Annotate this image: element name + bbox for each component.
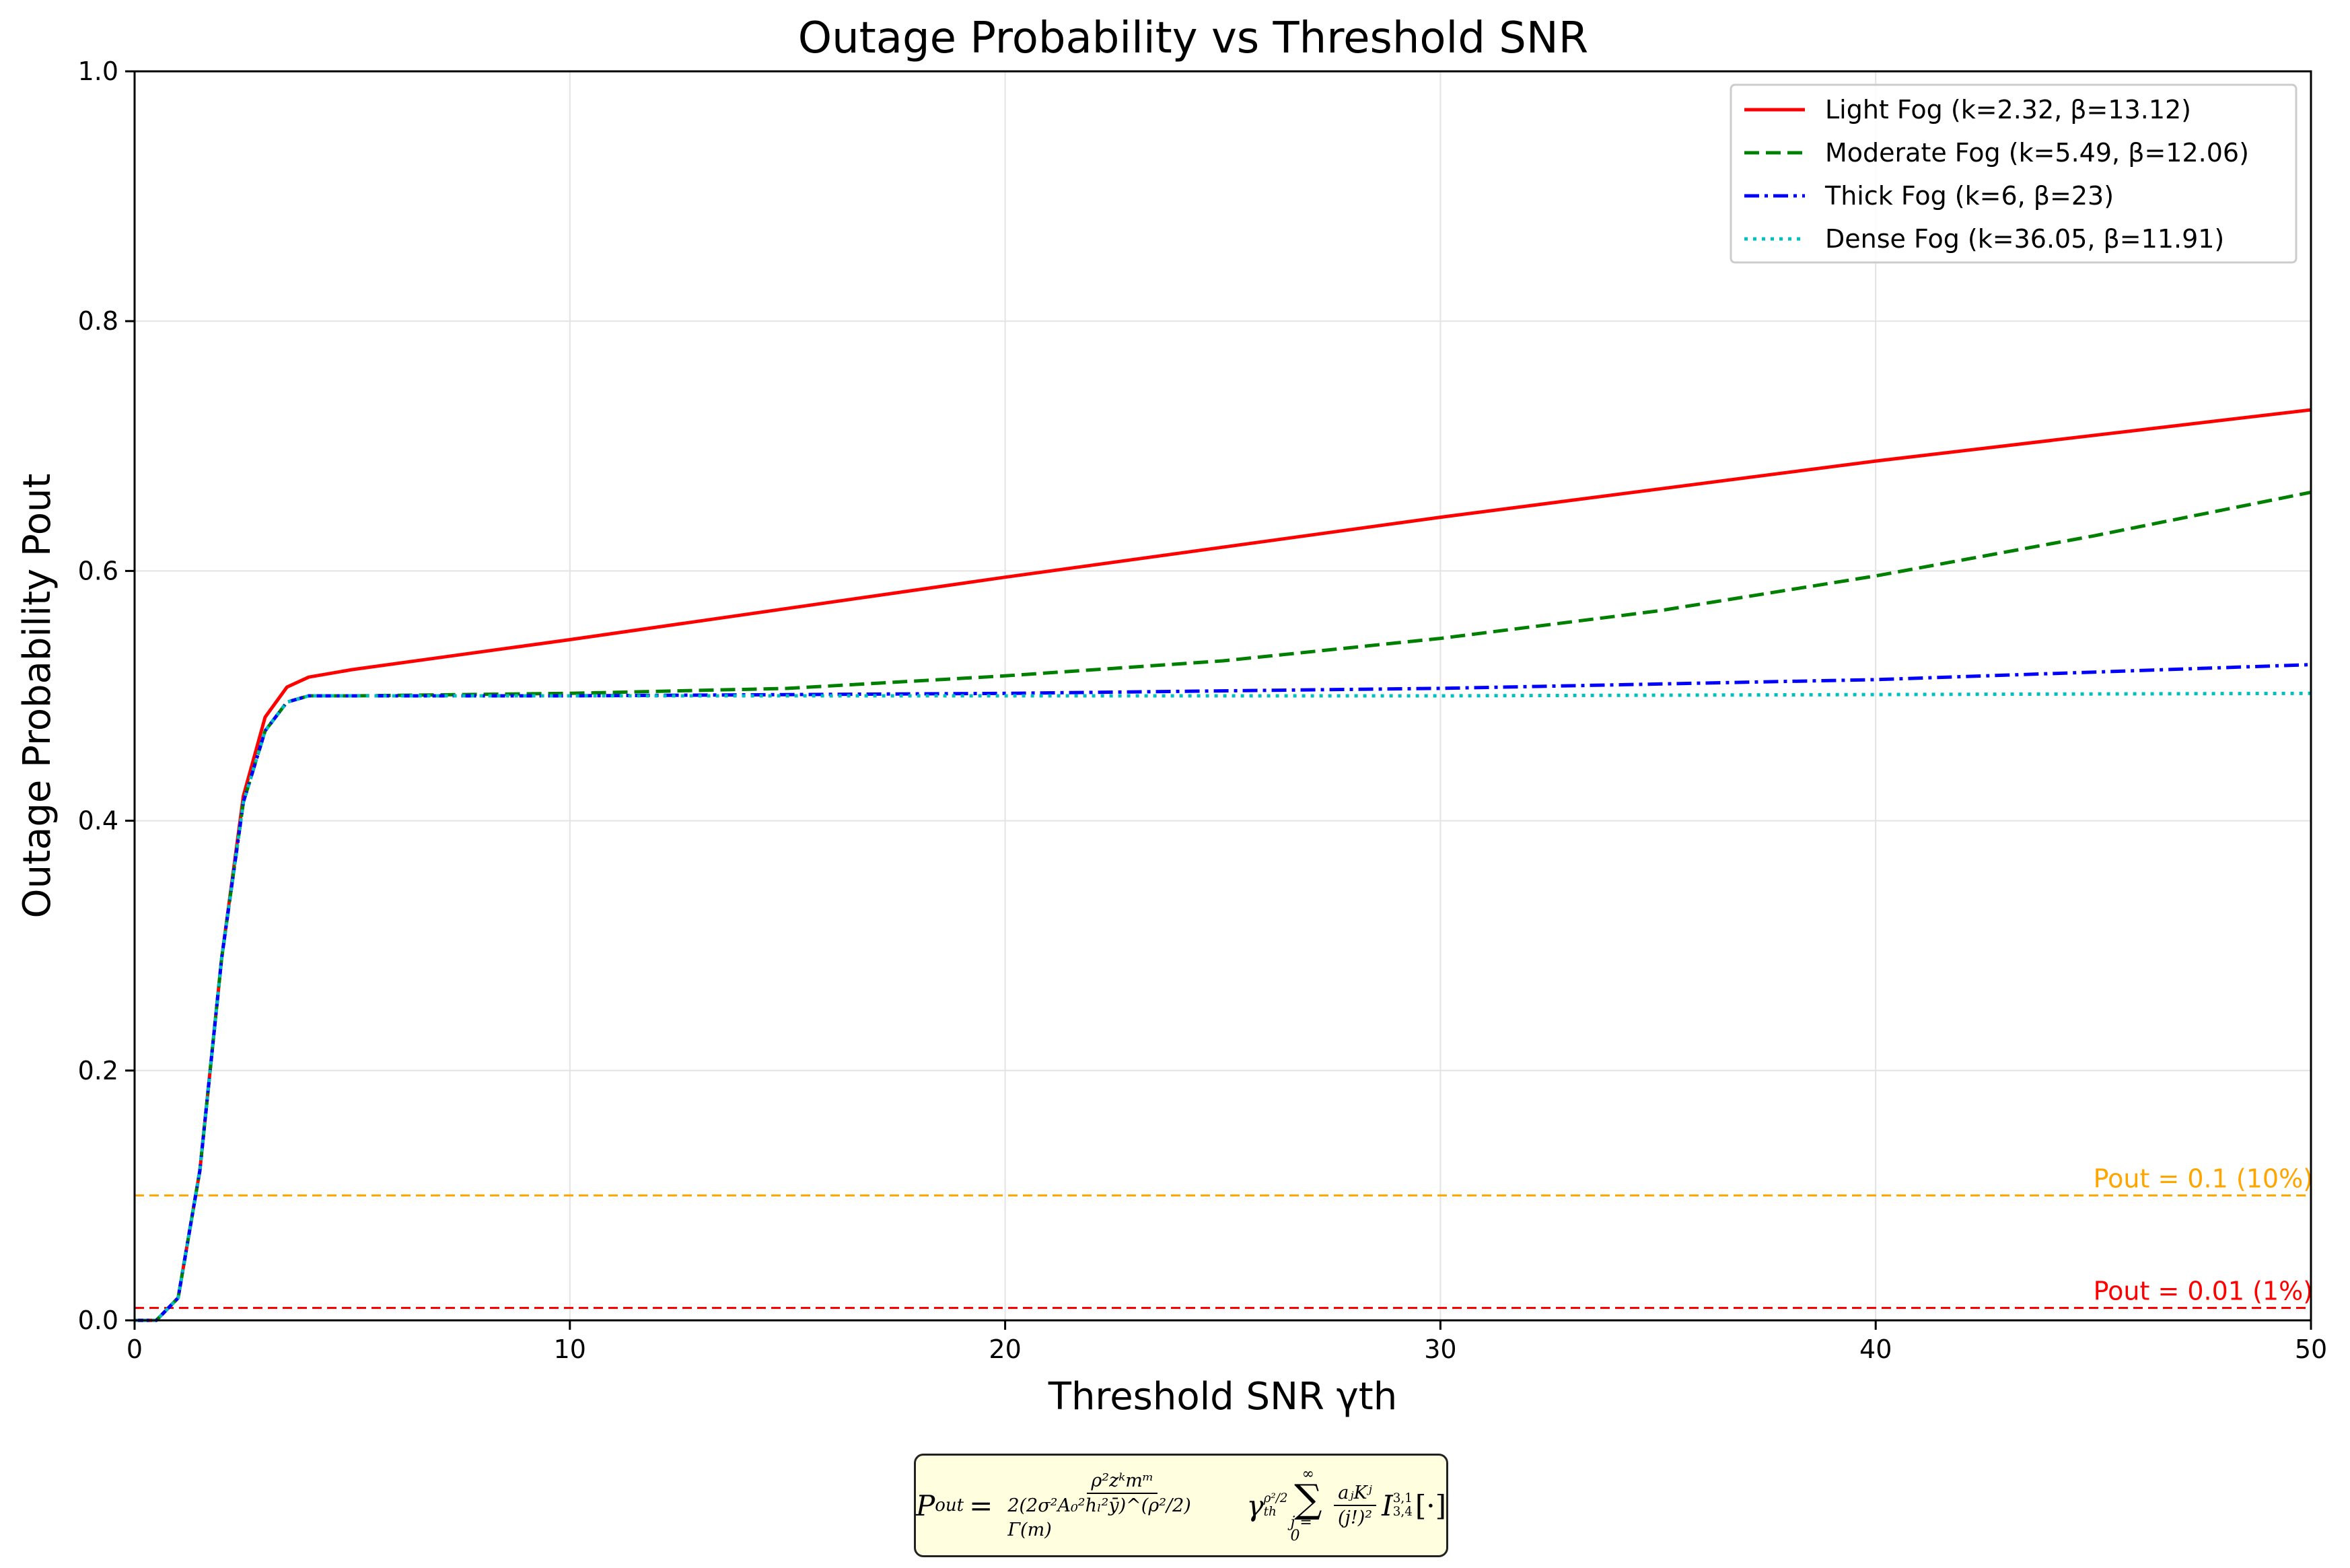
formula-sum: ∞ ∑ j = 0 bbox=[1290, 1466, 1326, 1544]
formula-sum-top: ∞ bbox=[1302, 1466, 1314, 1483]
x-tick-label: 50 bbox=[2295, 1334, 2327, 1364]
reference-lines: Pout = 0.1 (10%) Pout = 0.01 (1%) bbox=[135, 1164, 2313, 1309]
formula-fraction: ρ²zᵏmᵐ 2(2σ²A₀²hₗ²ȳ)^(ρ²/2) Γ(m) bbox=[1003, 1469, 1241, 1541]
legend-label: Light Fog (k=2.32, β=13.12) bbox=[1825, 95, 2191, 124]
formula-term-denominator: (j!)² bbox=[1338, 1507, 1373, 1528]
formula-lhs-sub: out bbox=[935, 1495, 964, 1516]
chart-title: Outage Probability vs Threshold SNR bbox=[798, 13, 1589, 63]
x-tick-label: 40 bbox=[1859, 1334, 1892, 1364]
series-layer bbox=[135, 408, 2312, 1322]
x-tick-label: 10 bbox=[554, 1334, 586, 1364]
y-tick-label: 1.0 bbox=[78, 57, 118, 86]
formula-gamma-sup: ρ²/2 bbox=[1263, 1491, 1288, 1505]
y-tick-label: 0.6 bbox=[78, 556, 118, 585]
series-line-3 bbox=[135, 691, 2312, 1322]
legend-label: Moderate Fog (k=5.49, β=12.06) bbox=[1825, 138, 2249, 168]
formula-gamma: γ bbox=[1246, 1489, 1264, 1522]
formula-fraction-numerator: ρ²zᵏmᵐ bbox=[1087, 1469, 1158, 1495]
formula-term-fraction: aⱼKʲ (j!)² bbox=[1334, 1481, 1376, 1530]
series-line-2 bbox=[135, 663, 2312, 1322]
x-tick-label: 0 bbox=[127, 1334, 143, 1364]
formula-equals: = bbox=[969, 1489, 993, 1522]
legend-label: Thick Fog (k=6, β=23) bbox=[1824, 181, 2114, 211]
x-tick-label: 20 bbox=[989, 1334, 1021, 1364]
x-axis-label: Threshold SNR γth bbox=[1048, 1375, 1398, 1419]
legend-label: Dense Fog (k=36.05, β=11.91) bbox=[1825, 224, 2224, 254]
legend-box bbox=[1730, 83, 2298, 264]
formula-sum-bottom: j = 0 bbox=[1290, 1514, 1312, 1544]
formula-term-numerator: aⱼKʲ bbox=[1334, 1481, 1376, 1506]
formula-sum-symbol: ∑ bbox=[1294, 1476, 1322, 1522]
formula-meijer-arg: [·] bbox=[1415, 1489, 1446, 1522]
formula-meijer: I bbox=[1382, 1489, 1393, 1522]
reference-line-label: Pout = 0.01 (1%) bbox=[2094, 1276, 2313, 1306]
y-tick-label: 0.2 bbox=[78, 1056, 118, 1085]
formula-meijer-sub: 3,4 bbox=[1392, 1505, 1413, 1519]
reference-line-label: Pout = 0.1 (10%) bbox=[2094, 1164, 2313, 1193]
y-axis-ticks: 0.0 0.2 0.4 0.6 0.8 1.0 bbox=[78, 57, 135, 1335]
x-axis-ticks: 0 10 20 30 40 50 bbox=[127, 1320, 2327, 1364]
formula-gamma-sub: th bbox=[1263, 1505, 1277, 1519]
y-tick-label: 0.0 bbox=[78, 1306, 118, 1335]
formula-fraction-denominator: 2(2σ²A₀²hₗ²ȳ)^(ρ²/2) Γ(m) bbox=[1007, 1495, 1191, 1540]
legend: Light Fog (k=2.32, β=13.12) Moderate Fog … bbox=[1730, 83, 2298, 264]
y-axis-label: Outage Probability Pout bbox=[15, 474, 59, 919]
plot-frame bbox=[133, 70, 2312, 1322]
formula-meijer-sup: 3,1 bbox=[1392, 1491, 1413, 1505]
y-tick-label: 0.4 bbox=[78, 806, 118, 836]
y-tick-label: 0.8 bbox=[78, 306, 118, 336]
formula-lhs: P bbox=[916, 1489, 935, 1522]
series-line-0 bbox=[135, 408, 2312, 1322]
x-tick-label: 30 bbox=[1424, 1334, 1456, 1364]
